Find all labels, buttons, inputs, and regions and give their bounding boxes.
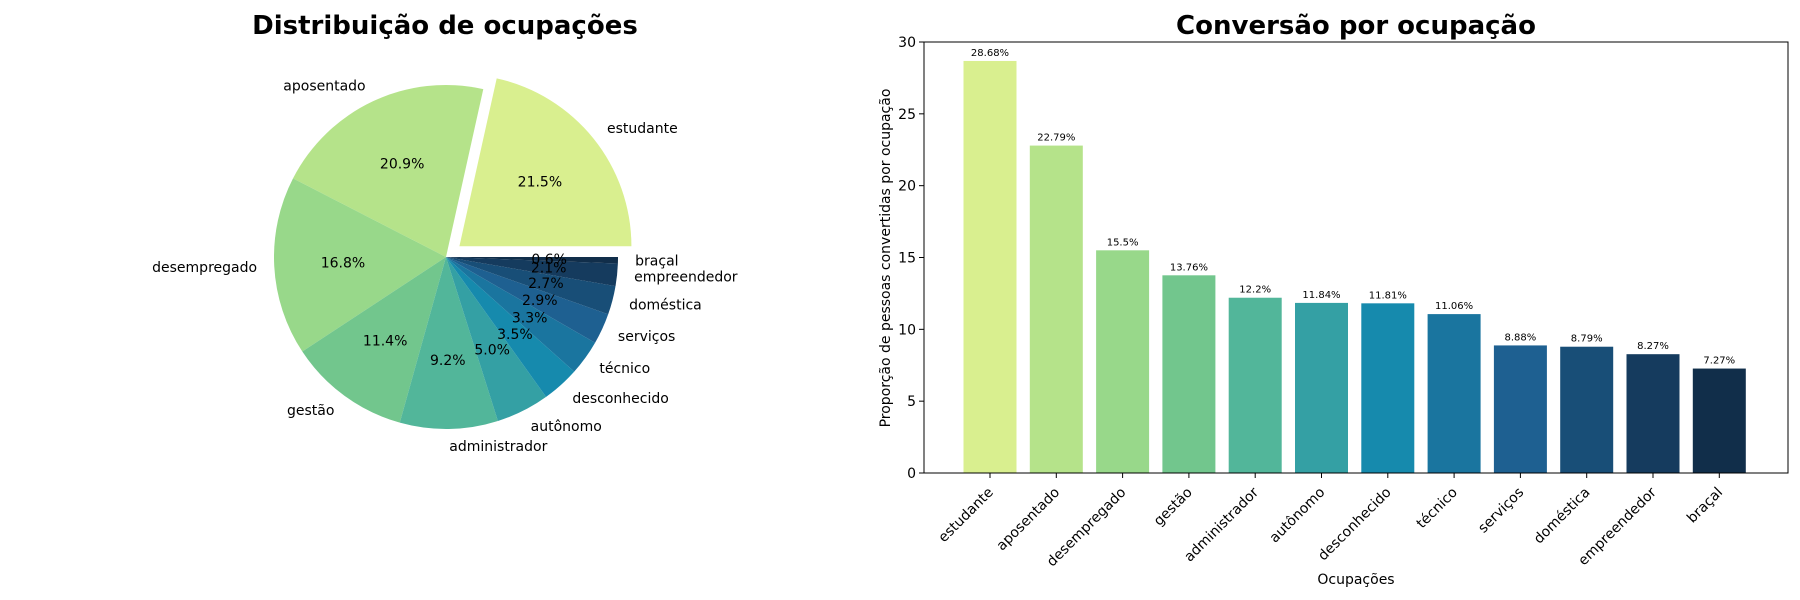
pie-slice-domestica (446, 257, 616, 315)
pie-label-servicos: serviços (618, 329, 675, 345)
bar-value-administrador: 12.2% (1239, 285, 1271, 296)
bar-autonomo (1295, 302, 1348, 473)
x-tick-servicos: serviços (1475, 485, 1527, 537)
pie-label-aposentado: aposentado (283, 79, 365, 95)
bar-value-gestao: 13.76% (1170, 262, 1208, 273)
pie-percent-domestica: 2.7% (528, 276, 564, 292)
y-tick-0: 0 (907, 466, 916, 482)
y-tick-10: 10 (898, 322, 916, 338)
bar-value-desempregado: 15.5% (1107, 237, 1139, 248)
bar-bracal (1692, 368, 1746, 473)
pie-slice-autonomo (446, 257, 547, 421)
pie-label-desconhecido: desconhecido (572, 391, 668, 407)
pie-slice-empreendedor (446, 257, 618, 287)
pie-slice-bracal (446, 257, 618, 264)
y-axis-ticks: 0 5 10 15 20 25 30 (898, 35, 924, 482)
pie-label-desempregado: desempregado (152, 260, 257, 276)
pie-slice-estudante (459, 78, 632, 247)
pie-percent-desempregado: 16.8% (321, 256, 365, 272)
bar-estudante (963, 60, 1017, 474)
y-axis-label: Proporção de pessoas convertidas por ocu… (878, 89, 894, 428)
pie-label-administrador: administrador (449, 439, 547, 455)
bar-tecnico (1427, 314, 1481, 473)
pie-label-domestica: doméstica (629, 298, 702, 314)
bar-administrador (1228, 297, 1282, 473)
y-tick-5: 5 (907, 394, 916, 410)
bar-gestao (1162, 275, 1216, 473)
bar-aposentado (1029, 145, 1083, 473)
pie-percent-servicos: 2.9% (522, 293, 558, 309)
pie-label-estudante: estudante (607, 121, 678, 137)
x-tick-gestao: gestão (1151, 485, 1196, 530)
bar-value-desconhecido: 11.81% (1369, 290, 1407, 301)
bar-domestica (1560, 346, 1614, 473)
pie-percent-autonomo: 5.0% (474, 342, 510, 358)
bar-data-labels: 28.68% 22.79% 15.5% 13.76% 12.2% 11.84% 11.81%… (971, 48, 1735, 367)
bar-plot-frame (923, 41, 1789, 474)
bar-title: Conversão por ocupação (1176, 11, 1536, 41)
x-tick-tecnico: técnico (1414, 485, 1461, 532)
bar-desconhecido (1361, 303, 1415, 473)
pie-percent-tecnico: 3.3% (512, 310, 548, 326)
pie-percent-empreendedor: 2.1% (531, 261, 567, 277)
pie-label-gestao: gestão (287, 403, 334, 419)
y-tick-15: 15 (898, 251, 916, 267)
bar-value-autonomo: 11.84% (1302, 290, 1340, 301)
bar-value-aposentado: 22.79% (1037, 133, 1075, 144)
pie-category-labels: estudante aposentado desempregado gestão adm… (152, 79, 738, 455)
pie-slices (274, 78, 632, 429)
y-tick-20: 20 (898, 179, 916, 195)
pie-label-tecnico: técnico (599, 361, 650, 377)
pie-slice-gestao (302, 257, 446, 423)
pie-slice-servicos (446, 257, 609, 343)
pie-percent-desconhecido: 3.5% (497, 327, 533, 343)
bar-servicos (1493, 345, 1547, 473)
x-tick-bracal: braçal (1684, 485, 1726, 527)
pie-percent-bracal: 0.6% (531, 252, 567, 268)
pie-title: Distribuição de ocupações (252, 11, 638, 41)
bars (963, 60, 1746, 474)
bar-chart: Conversão por ocupação 28.68% 22.79% 15.5%… (878, 11, 1789, 588)
pie-slice-aposentado (293, 85, 484, 257)
x-axis-label: Ocupações (1317, 572, 1394, 588)
bar-value-servicos: 8.88% (1505, 332, 1537, 343)
x-tick-aposentado: aposentado (994, 485, 1064, 555)
bar-empreendedor (1626, 354, 1680, 473)
bar-desempregado (1096, 250, 1150, 473)
bar-value-estudante: 28.68% (971, 48, 1009, 59)
pie-percent-labels: 21.5% 20.9% 16.8% 11.4% 9.2% 5.0%3.5%3.3%2.9%… (321, 157, 567, 370)
pie-label-autonomo: autônomo (531, 419, 602, 435)
pie-label-empreendedor: empreendedor (634, 270, 738, 286)
bar-value-bracal: 7.27% (1703, 356, 1735, 367)
pie-percent-estudante: 21.5% (518, 175, 562, 191)
bar-value-empreendedor: 8.27% (1637, 341, 1669, 352)
x-tick-domestica: doméstica (1531, 485, 1594, 548)
pie-percent-aposentado: 20.9% (380, 157, 424, 173)
bar-value-domestica: 8.79% (1571, 334, 1603, 345)
x-tick-autonomo: autônomo (1267, 485, 1329, 547)
pie-slice-desconhecido (446, 257, 575, 397)
pie-chart: Distribuição de ocupações 21.5% 20.9% 16.8… (152, 11, 738, 455)
pie-slice-administrador (399, 257, 498, 429)
y-tick-25: 25 (898, 107, 916, 123)
pie-label-bracal: braçal (635, 254, 678, 270)
pie-slice-desempregado (274, 178, 446, 352)
pie-percent-gestao: 11.4% (363, 333, 407, 349)
pie-slice-tecnico (446, 257, 596, 372)
y-tick-30: 30 (898, 35, 916, 51)
bar-value-tecnico: 11.06% (1435, 301, 1473, 312)
pie-percent-administrador: 9.2% (430, 353, 466, 369)
x-tick-estudante: estudante (936, 485, 997, 546)
